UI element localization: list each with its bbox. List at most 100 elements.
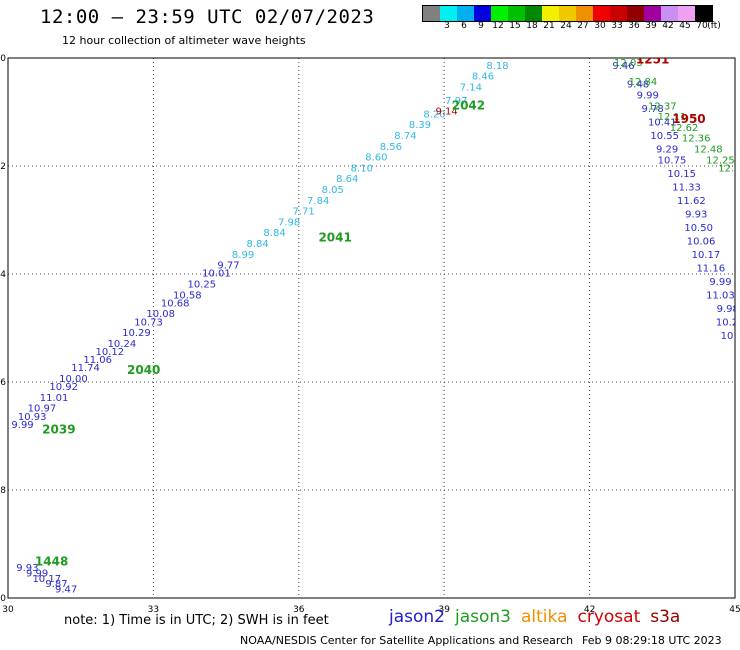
data-point-label: 8.64: [336, 174, 358, 185]
y-tick-label: -50: [0, 54, 6, 64]
swh-legend-label: 39: [645, 21, 657, 31]
data-point-label: 10.00: [59, 374, 88, 385]
swh-legend-label: 3: [444, 21, 450, 31]
data-point-label: 8.12: [501, 50, 523, 61]
data-points-group: 9.9910.9310.9711.0110.9210.0011.7411.061…: [11, 31, 740, 596]
data-point-label: 8.74: [394, 131, 416, 142]
swh-swatch: [695, 6, 712, 21]
x-tick-label: 42: [584, 605, 595, 615]
y-tick-label: -52: [0, 162, 6, 172]
data-point-label: 10.04: [592, 50, 621, 61]
data-point-label: 9.93: [685, 209, 707, 220]
pass-label: 2041: [318, 231, 351, 245]
data-point-label: 10.04: [721, 331, 740, 342]
data-point-label: 8.39: [409, 120, 431, 131]
generated-timestamp: Feb 9 08:29:18 UTC 2023: [582, 634, 722, 647]
data-point-label: 10.17: [32, 574, 61, 585]
data-point-label: 12.25: [706, 155, 735, 166]
page-title: 12:00 – 23:59 UTC 02/07/2023: [40, 6, 375, 28]
data-point-label: 10.50: [684, 223, 713, 234]
data-point-label: 11.33: [672, 182, 701, 193]
data-point-label: 9.99: [709, 277, 731, 288]
data-point-label: 9.98: [717, 304, 739, 315]
satellite-legend-entry: altika: [521, 607, 568, 627]
data-point-label: 8.84: [263, 228, 285, 239]
swh-legend-label: 27: [577, 21, 589, 31]
swh-legend-label: 21: [543, 21, 555, 31]
data-point-label: 10.15: [667, 169, 696, 180]
data-point-label: 8.84: [246, 239, 268, 250]
data-point-label: 10.92: [49, 382, 78, 393]
y-tick-label: -60: [0, 594, 6, 604]
data-point-label: 9.99: [26, 568, 48, 579]
data-point-label: 11.01: [40, 393, 69, 404]
data-point-label: 8.75: [515, 39, 537, 50]
data-point-label: 10.29: [122, 328, 151, 339]
data-point-label: 10.93: [18, 412, 47, 423]
data-point-label: 9.99: [637, 91, 659, 102]
pass-label: 2042: [452, 98, 485, 112]
swh-swatch: [576, 6, 593, 21]
data-point-label: 7.70: [530, 31, 552, 42]
data-point-label: 7.97: [445, 96, 467, 107]
data-point-label: 12.37: [648, 101, 677, 112]
data-point-label: 11.74: [71, 363, 100, 374]
y-tick-label: -54: [0, 270, 6, 280]
data-point-label: 9.77: [217, 261, 239, 272]
plot-frame: [7, 57, 736, 599]
swh-legend-label: 36: [628, 21, 640, 31]
data-point-label: 12.07: [718, 163, 740, 174]
x-tick-label: 39: [438, 605, 450, 615]
data-point-label: 9.78: [641, 104, 663, 115]
data-point-label: 9.14: [435, 107, 457, 118]
data-point-label: 8.60: [365, 153, 387, 164]
swh-legend-label: 15: [509, 21, 521, 31]
pass-label: 1251: [636, 52, 669, 66]
satellite-legend: jason2 jason3 altika cryosat s3a: [389, 607, 690, 627]
swh-swatch: [559, 6, 576, 21]
swh-swatch: [474, 6, 491, 21]
data-point-label: 8.18: [486, 61, 508, 72]
data-point-label: 8.46: [472, 72, 494, 83]
data-point-label: 9.29: [656, 145, 678, 156]
data-point-label: 9.87: [45, 579, 67, 590]
swh-legend-label: 18: [526, 21, 538, 31]
swh-swatch: [542, 6, 559, 21]
data-point-label: 12.84: [629, 77, 658, 88]
data-point-label: 10.08: [146, 309, 175, 320]
x-tick-label: 30: [2, 605, 14, 615]
satellite-legend-entry: jason3: [455, 607, 511, 627]
x-tick-label: 45: [729, 605, 740, 615]
swh-swatch: [491, 6, 508, 21]
x-tick-label: 36: [293, 605, 305, 615]
data-point-label: 12.11: [658, 112, 687, 123]
swh-legend-labels: 3 6 9 12 15 18 21 24 27 30 33 36 39 42 45 70 (ft): [422, 21, 740, 33]
swh-color-legend: [422, 5, 713, 22]
satellite-legend-entry: cryosat: [577, 607, 641, 627]
data-point-label: 12.62: [670, 123, 699, 134]
x-tick-label: 33: [148, 605, 159, 615]
data-point-label: 8.20: [423, 109, 445, 120]
pass-label: 2040: [127, 363, 160, 377]
swh-swatch: [423, 6, 440, 21]
data-point-label: 7.98: [278, 217, 300, 228]
data-point-label: 8.10: [351, 163, 373, 174]
data-point-label: 9.99: [11, 420, 33, 431]
data-point-label: 11.62: [677, 196, 706, 207]
data-point-label: 10.68: [161, 298, 190, 309]
data-point-label: 7.14: [460, 82, 482, 93]
credit-text: NOAA/NESDIS Center for Satellite Applica…: [240, 634, 574, 647]
data-point-label: 8.56: [380, 142, 402, 153]
data-point-label: 7.71: [293, 207, 315, 218]
swh-swatch: [457, 6, 474, 21]
data-point-label: 10.25: [188, 280, 217, 291]
satellite-legend-entry: jason2: [389, 607, 445, 627]
data-point-label: 10.24: [108, 339, 137, 350]
data-point-label: 10.41: [648, 118, 677, 129]
data-point-label: 9.46: [612, 61, 634, 72]
swh-swatch: [627, 6, 644, 21]
swh-legend-label: 70: [696, 21, 708, 31]
pass-label: 1251: [631, 47, 664, 61]
data-point-label: 10.21: [716, 317, 740, 328]
